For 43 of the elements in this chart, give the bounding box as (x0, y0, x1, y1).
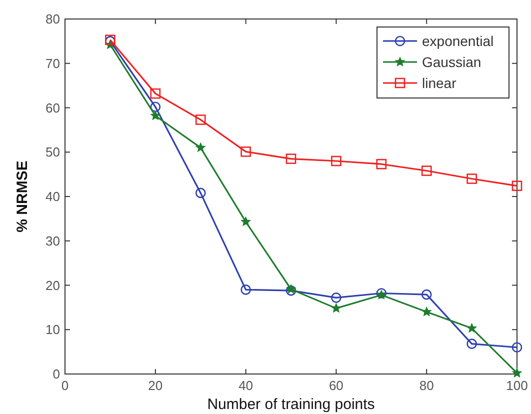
point (421, 166, 432, 176)
legend-label: Gaussian (422, 54, 482, 70)
point (332, 303, 341, 312)
point (466, 338, 477, 349)
point (150, 88, 161, 99)
point (466, 174, 477, 184)
x-axis-title: Number of training points (207, 396, 375, 413)
x-tick-label: 40 (238, 378, 254, 393)
point (286, 284, 296, 294)
x-tick-label: 80 (419, 378, 434, 393)
point (467, 323, 476, 332)
point (512, 368, 522, 378)
point (195, 188, 206, 198)
y-tick-label: 70 (46, 56, 60, 71)
point (286, 154, 296, 164)
point (240, 146, 251, 157)
point (150, 110, 160, 120)
point (331, 292, 342, 303)
y-tick-label: 60 (46, 100, 60, 116)
y-tick-label: 40 (46, 189, 60, 204)
point (421, 289, 432, 300)
point (150, 102, 161, 112)
x-tick-label: 100 (506, 378, 528, 393)
y-tick-label: 50 (46, 144, 60, 160)
point (241, 216, 250, 226)
y-tick-label: 80 (46, 12, 60, 26)
point (512, 180, 522, 191)
point (422, 306, 432, 316)
y-tick-label: 0 (52, 366, 60, 382)
y-tick-label: 20 (46, 278, 60, 293)
x-tick-label: 60 (328, 378, 344, 393)
point (196, 142, 206, 152)
y-axis-title: % NRMSE (14, 160, 31, 232)
legend-label: linear (422, 75, 457, 91)
point (376, 158, 387, 170)
y-tick-label: 30 (46, 233, 60, 248)
point (195, 114, 206, 125)
legend-label: exponential (422, 33, 494, 49)
x-tick-label: 20 (148, 378, 163, 393)
point (331, 156, 342, 166)
point (240, 284, 251, 295)
y-tick-label: 10 (46, 322, 60, 338)
point (512, 342, 522, 353)
